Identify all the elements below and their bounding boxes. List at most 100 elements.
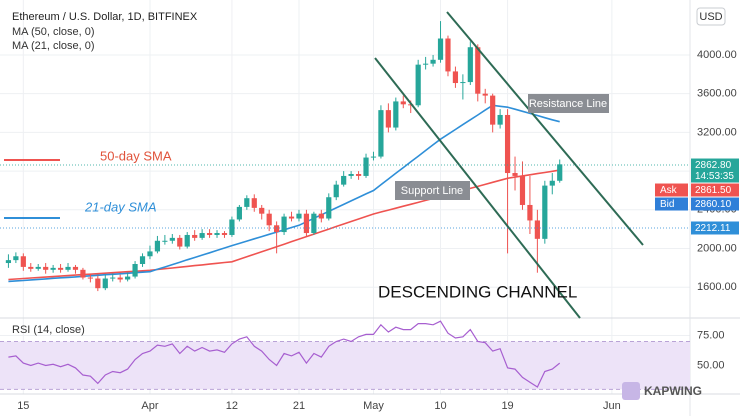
price-label: 2862.80 bbox=[695, 160, 732, 171]
candle-body bbox=[13, 256, 19, 261]
candle-body bbox=[259, 207, 265, 214]
price-tag-box bbox=[655, 183, 688, 197]
candle-body bbox=[355, 174, 362, 176]
candle-body bbox=[549, 180, 555, 186]
candle-body bbox=[512, 173, 518, 176]
rsi-layer bbox=[0, 320, 690, 390]
candle-body bbox=[378, 110, 384, 157]
candle-body bbox=[557, 164, 563, 181]
candle-body bbox=[20, 256, 26, 267]
candle-body bbox=[95, 278, 101, 289]
candle-body bbox=[221, 233, 228, 235]
annotation: DESCENDING CHANNEL bbox=[378, 282, 577, 301]
candle-body bbox=[400, 101, 406, 105]
candle-body bbox=[162, 240, 168, 242]
price-tag: Ask bbox=[660, 185, 678, 196]
price-tag: Bid bbox=[660, 199, 674, 210]
x-tick-label: Jun bbox=[603, 400, 621, 412]
price-tag-box bbox=[655, 197, 688, 211]
price-label-box bbox=[691, 183, 739, 197]
x-tick-label: 15 bbox=[17, 400, 29, 412]
axis-layer: 15Apr1221May1019Jun1600.002000.002400.00… bbox=[0, 49, 739, 412]
candle-body bbox=[393, 101, 399, 128]
candle-body bbox=[341, 175, 347, 185]
price-label: 2861.50 bbox=[695, 185, 732, 196]
x-tick-label: 10 bbox=[434, 400, 446, 412]
candle-body bbox=[43, 266, 49, 270]
price-label-box bbox=[691, 221, 739, 235]
candle-body bbox=[430, 59, 436, 64]
currency-label[interactable]: USD bbox=[699, 11, 722, 23]
candle-body bbox=[519, 175, 526, 205]
candle-body bbox=[214, 233, 220, 235]
legend-entry: MA (50, close, 0) bbox=[12, 26, 95, 38]
candle-body bbox=[460, 82, 466, 84]
candle-body bbox=[288, 216, 295, 219]
candle-body bbox=[311, 213, 317, 234]
rsi-title: RSI (14, close) bbox=[12, 324, 85, 336]
candle-body bbox=[251, 198, 257, 208]
y-tick-label: 3600.00 bbox=[697, 88, 737, 100]
candle-body bbox=[244, 198, 250, 207]
candle-body bbox=[333, 184, 339, 198]
x-tick-label: 19 bbox=[501, 400, 513, 412]
candle-body bbox=[125, 276, 131, 280]
candle-body bbox=[154, 240, 161, 252]
candle-body bbox=[50, 267, 56, 270]
candle-body bbox=[169, 237, 175, 241]
chart-title: Ethereum / U.S. Dollar, 1D, BITFINEX bbox=[12, 11, 198, 23]
candle-body bbox=[504, 114, 511, 174]
candle-body bbox=[437, 38, 444, 60]
annotation-box bbox=[528, 94, 609, 113]
y-tick-label: 1600.00 bbox=[697, 281, 737, 293]
candle-body bbox=[370, 156, 377, 158]
candle-body bbox=[452, 71, 459, 84]
candle-body bbox=[318, 213, 324, 219]
candle-body bbox=[445, 38, 451, 72]
candle-body bbox=[87, 277, 93, 279]
candle-body bbox=[326, 197, 332, 219]
candle-body bbox=[274, 225, 280, 233]
x-tick-label: May bbox=[363, 400, 384, 412]
candle-body bbox=[475, 47, 481, 94]
candle-body bbox=[139, 256, 146, 264]
candle-body bbox=[303, 213, 310, 234]
candle-body bbox=[132, 264, 138, 277]
candle-body bbox=[72, 266, 79, 270]
candle-body bbox=[467, 47, 473, 83]
candle-body bbox=[57, 267, 64, 270]
candle-body bbox=[117, 277, 123, 280]
candle-body bbox=[534, 220, 540, 239]
candle-body bbox=[5, 260, 12, 264]
candle-body bbox=[363, 157, 369, 176]
candle-body bbox=[192, 234, 198, 238]
annotation: 50-day SMA bbox=[100, 148, 172, 163]
support-channel-line bbox=[374, 57, 581, 319]
candle-body bbox=[348, 174, 354, 176]
candle-body bbox=[35, 266, 41, 269]
x-tick-label: 12 bbox=[226, 400, 238, 412]
candle-body bbox=[542, 185, 548, 239]
candle-body bbox=[497, 114, 503, 125]
y-tick-label: 2000.00 bbox=[697, 242, 737, 254]
watermark-icon bbox=[622, 382, 640, 400]
candle-body bbox=[296, 213, 302, 219]
price-label: 2212.11 bbox=[695, 223, 731, 234]
y-tick-label: 75.00 bbox=[697, 329, 725, 341]
candle-body bbox=[199, 233, 205, 238]
candle-body bbox=[177, 237, 183, 247]
candle-body bbox=[415, 64, 421, 106]
price-label-box bbox=[691, 197, 739, 211]
annotation: Support Line bbox=[401, 185, 463, 197]
grid-layer bbox=[0, 0, 690, 394]
candle-body bbox=[102, 278, 108, 289]
candle-body bbox=[482, 93, 488, 96]
candle-body bbox=[80, 269, 86, 278]
price-label-box bbox=[691, 158, 739, 183]
rsi-band bbox=[0, 341, 690, 390]
candle-body bbox=[527, 204, 533, 221]
currency-box[interactable] bbox=[696, 7, 726, 26]
candle-body bbox=[206, 233, 213, 235]
annotation: 21-day SMA bbox=[84, 199, 157, 214]
